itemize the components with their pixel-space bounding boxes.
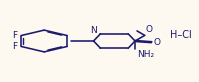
Text: O: O	[146, 25, 153, 34]
Text: F: F	[12, 31, 17, 40]
Text: O: O	[153, 38, 160, 47]
Text: H–Cl: H–Cl	[170, 30, 191, 40]
Text: F: F	[12, 42, 17, 51]
Text: N: N	[90, 26, 97, 35]
Text: NH₂: NH₂	[138, 50, 155, 59]
